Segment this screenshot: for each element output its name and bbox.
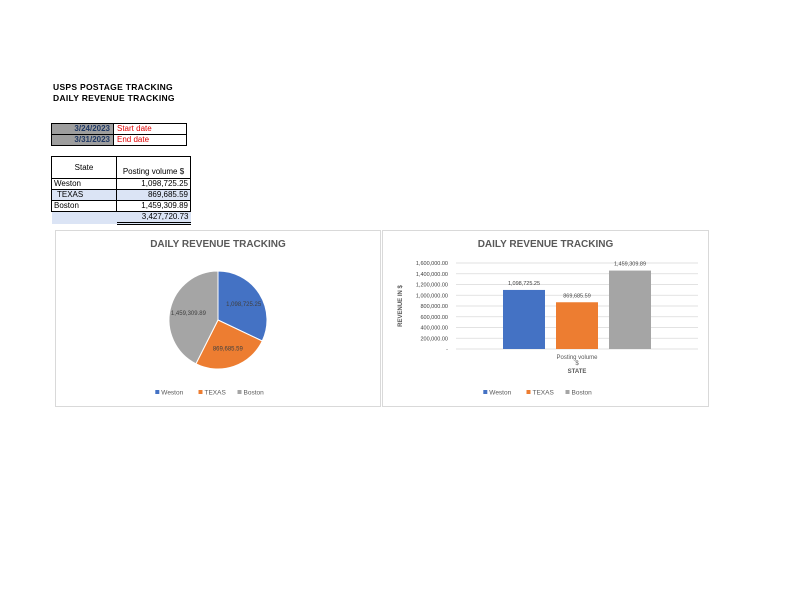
end-date-label: End date (113, 134, 187, 146)
y-tick-label: 400,000.00 (420, 326, 448, 332)
legend-swatch-texas (198, 390, 203, 394)
start-date-value[interactable]: 3/24/2023 (51, 123, 114, 135)
legend-swatch-boston (565, 390, 570, 394)
x-category-label: $ (575, 361, 579, 367)
y-tick-label: 600,000.00 (420, 315, 448, 321)
pie-chart-title: DAILY REVENUE TRACKING (150, 239, 286, 250)
legend-swatch-boston (237, 390, 242, 394)
legend-label-texas: TEXAS (205, 390, 227, 397)
header-posting-volume: Posting volume $ (116, 156, 191, 179)
pie-data-label: 869,685.59 (213, 347, 244, 353)
total-row: 3,427,720.73 (51, 211, 191, 225)
legend-label-texas: TEXAS (533, 390, 555, 397)
pie-chart: 1,098,725.25 869,685.59 1,459,309.89 Weston… (155, 270, 268, 397)
bar-data-label: 1,459,309.89 (614, 262, 646, 268)
bar-boston (609, 270, 651, 349)
y-axis-title: REVENUE IN $ (398, 285, 404, 327)
legend-label-boston: Boston (572, 390, 593, 397)
bar-chart-title: DAILY REVENUE TRACKING (477, 239, 614, 250)
page-title-line-1: USPS POSTAGE TRACKING (53, 82, 173, 92)
y-tick-label: 1,600,000.00 (416, 261, 448, 267)
legend-swatch-weston (483, 390, 488, 394)
y-tick-label: 1,400,000.00 (416, 272, 448, 278)
table-row: Boston 1,459,309.89 (51, 200, 191, 212)
table-row: TEXAS 869,685.59 (51, 189, 191, 201)
legend-label-weston: Weston (161, 390, 183, 397)
x-axis-title: STATE (568, 369, 587, 375)
state-cell[interactable]: TEXAS (51, 189, 117, 201)
x-category-label: Posting volume (556, 355, 598, 361)
pie-data-label: 1,459,309.89 (171, 311, 207, 317)
legend-swatch-weston (155, 390, 160, 394)
page-title-line-2: DAILY REVENUE TRACKING (53, 93, 175, 103)
bar-data-label: 869,685.59 (563, 293, 591, 299)
legend-label-weston: Weston (489, 390, 511, 397)
date-range-table: 3/24/2023 Start date 3/31/2023 End date (51, 123, 187, 146)
pie-data-label: 1,098,725.25 (226, 302, 262, 308)
pie-slice-texas (195, 319, 263, 370)
legend-swatch-texas (526, 390, 531, 394)
table-row: Weston 1,098,725.25 (51, 178, 191, 190)
end-date-row: 3/31/2023 End date (51, 134, 187, 146)
y-tick-label: - (446, 347, 448, 353)
start-date-label: Start date (113, 123, 187, 135)
y-tick-label: 1,000,000.00 (416, 293, 448, 299)
total-label-cell (51, 211, 117, 224)
pie-slice-weston (217, 270, 268, 342)
y-tick-label: 1,200,000.00 (416, 283, 448, 289)
volume-cell[interactable]: 869,685.59 (116, 189, 191, 201)
table-header-row: State Posting volume $ (51, 156, 191, 179)
bar-texas (556, 302, 598, 349)
state-cell[interactable]: Weston (51, 178, 117, 190)
header-state: State (51, 156, 117, 179)
total-volume-cell[interactable]: 3,427,720.73 (116, 211, 191, 225)
pie-slice-boston (168, 270, 219, 365)
bar-data-label: 1,098,725.25 (508, 281, 540, 287)
y-tick-label: 800,000.00 (420, 304, 448, 310)
end-date-value[interactable]: 3/31/2023 (51, 134, 114, 146)
bar-chart-container[interactable]: DAILY REVENUE TRACKING - 200,000.00 400,00… (382, 230, 709, 407)
start-date-row: 3/24/2023 Start date (51, 123, 187, 135)
legend-label-boston: Boston (244, 390, 265, 397)
bar-weston (503, 289, 545, 349)
posting-volume-table: State Posting volume $ Weston 1,098,725.… (51, 156, 191, 225)
volume-cell[interactable]: 1,098,725.25 (116, 178, 191, 190)
y-tick-label: 200,000.00 (420, 336, 448, 342)
pie-chart-container[interactable]: DAILY REVENUE TRACKING 1,098,725.25 869,6… (55, 230, 381, 407)
state-cell[interactable]: Boston (51, 200, 117, 212)
bar-chart: - 200,000.00 400,000.00 600,000.00 800,000.0… (398, 261, 698, 397)
volume-cell[interactable]: 1,459,309.89 (116, 200, 191, 212)
